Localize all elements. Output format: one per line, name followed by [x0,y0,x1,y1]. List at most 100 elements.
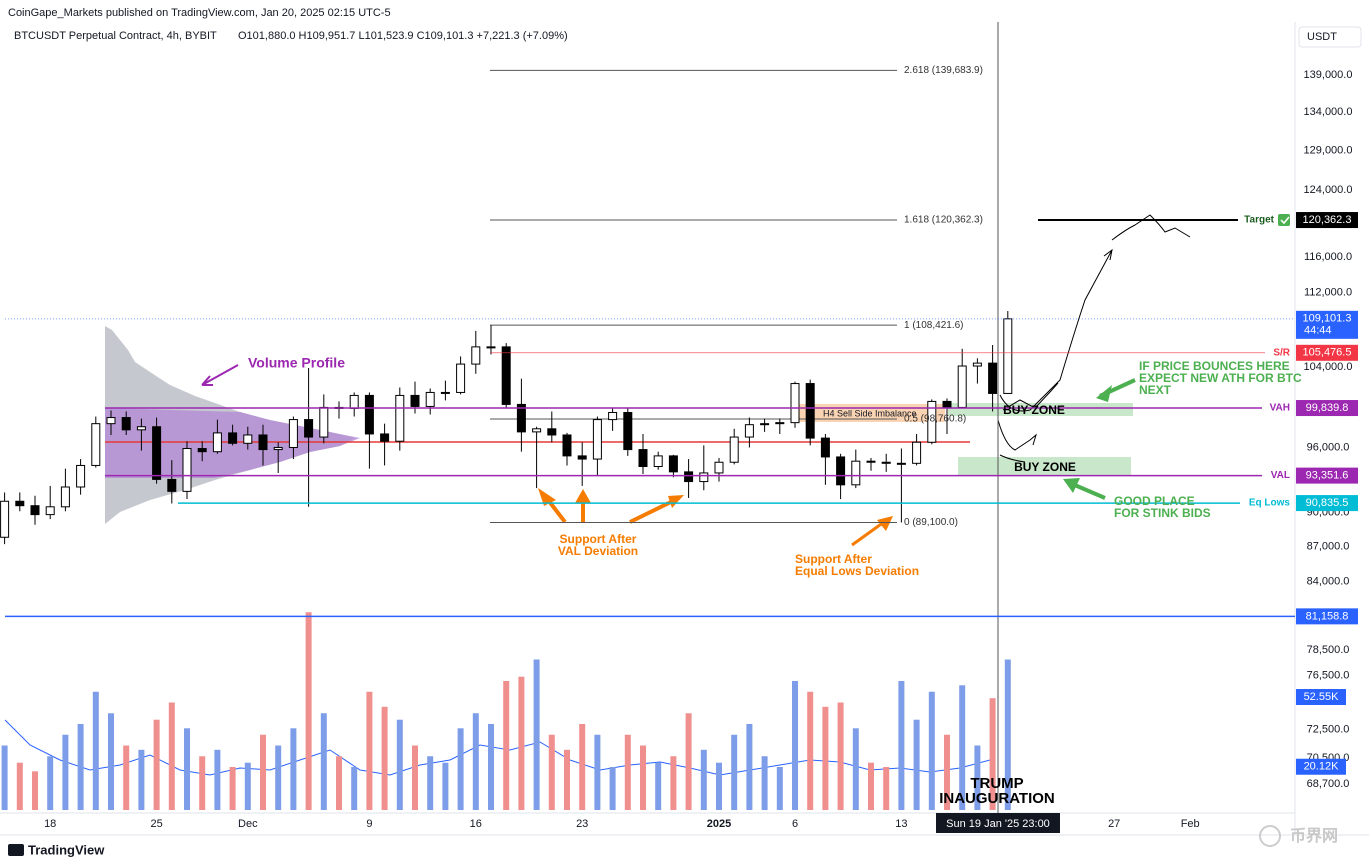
crosshair-label-box [936,813,1060,833]
candle-body [456,363,466,393]
candle-body [836,456,846,486]
volume-bar [16,762,23,810]
candle-body [820,437,830,458]
price-tag [1296,400,1358,417]
candle-body [182,448,192,492]
candle-body [577,455,587,460]
candle-body [304,419,314,438]
price-tag-label: 120,362.3 [1303,214,1352,226]
volume-tag-label: 52.55K [1304,691,1340,703]
candle-body [197,448,207,453]
volume-bar [792,681,798,810]
currency-box[interactable] [1298,26,1362,48]
candle-body [364,394,374,435]
candle-body [76,464,86,488]
price-tag-label: 105,476.5 [1303,347,1352,359]
layout [0,22,1369,856]
annotation: BUY ZONE [1003,403,1065,417]
volume-bar [427,756,434,810]
y-tick-label: 68,700.0 [1307,778,1350,790]
volume-bar [488,724,494,810]
price-tag [1296,495,1358,512]
candle-body [547,428,557,436]
candle-body [228,432,238,444]
volume-bar [1004,659,1011,810]
buy-zone [948,403,1133,416]
fib-label: 1.618 (120,362.3) [904,215,983,226]
x-tick-label: 6 [792,818,798,830]
arrow [1096,385,1112,402]
candle-body [896,462,906,465]
y-tick-label: 134,000.0 [1304,106,1353,118]
volume-bar [913,719,920,810]
crosshair-label: Sun 19 Jan '25 23:00 [946,818,1050,830]
candle-body [972,362,982,367]
candle-body [668,455,678,473]
level-name: S/R [1273,347,1290,358]
level-name: VAL [1271,470,1290,481]
candle-body [1003,318,1013,394]
volume-bar [351,767,358,810]
volume-bar [898,681,905,810]
volume-bar [822,706,829,810]
annotation: IF PRICE BOUNCES HERE [1139,359,1290,373]
annotation: FOR STINK BIDS [1114,506,1211,520]
volume-bar [518,676,525,810]
candle-body [349,394,359,409]
candle-body [486,346,496,349]
candle-body [288,419,298,448]
candle-body [805,383,815,439]
candle-body [744,424,754,438]
volume-bar [928,691,935,810]
volume-bar [655,762,662,810]
candle-body [45,506,55,516]
level-name: VAH [1270,403,1290,414]
candle-body [258,434,268,451]
volume-bar [92,691,99,810]
volume-bar [579,724,586,810]
plot [0,69,1295,810]
y-tick-label: 87,000.0 [1307,540,1350,552]
fib-label: 2.618 (139,683.9) [904,65,983,76]
volume-bar [412,745,418,810]
y-tick-label: 124,000.0 [1304,184,1353,196]
y-tick-label: 78,500.0 [1307,644,1350,656]
volume-bar [944,734,950,810]
candle-body [30,505,40,516]
annotation: VAL Deviation [558,544,638,558]
candle-body [60,486,70,508]
volume-bar [533,659,540,810]
currency[interactable]: USDT [1307,31,1337,43]
candle-body [638,449,648,468]
arrow [877,516,893,531]
volume-tag [1296,689,1346,706]
volume-bar [700,749,707,810]
volume-bar [244,762,251,810]
candle-body [912,441,922,464]
y-tick-label: 112,000.0 [1304,286,1352,298]
annotation: GOOD PLACE [1114,494,1195,508]
candle-body [927,400,937,443]
volume-bar [761,756,768,810]
x-tick-label: 2025 [707,818,731,830]
x-tick-label: 27 [1108,818,1120,830]
projection-path [999,214,1191,412]
volume-bar [77,724,84,810]
candle-body [562,434,572,457]
y-tick-label: 84,000.0 [1307,576,1350,588]
y-tick-label: 104,000.0 [1304,361,1353,373]
candle-body [866,460,876,463]
candle-body [167,478,177,492]
volume-bar [47,756,54,810]
volume-bar [640,745,646,810]
price-tag [1296,310,1358,339]
y-tick-label: 129,000.0 [1304,144,1353,156]
watermark-icon [1259,825,1281,847]
price-tag [1296,608,1358,625]
volume-tag [1296,758,1346,775]
x-tick-label: 16 [470,818,482,830]
x-tick-label: 23 [576,818,588,830]
volume-bar [336,756,342,810]
check-icon [1280,216,1290,225]
annotation: EXPECT NEW ATH FOR BTC [1139,371,1302,385]
